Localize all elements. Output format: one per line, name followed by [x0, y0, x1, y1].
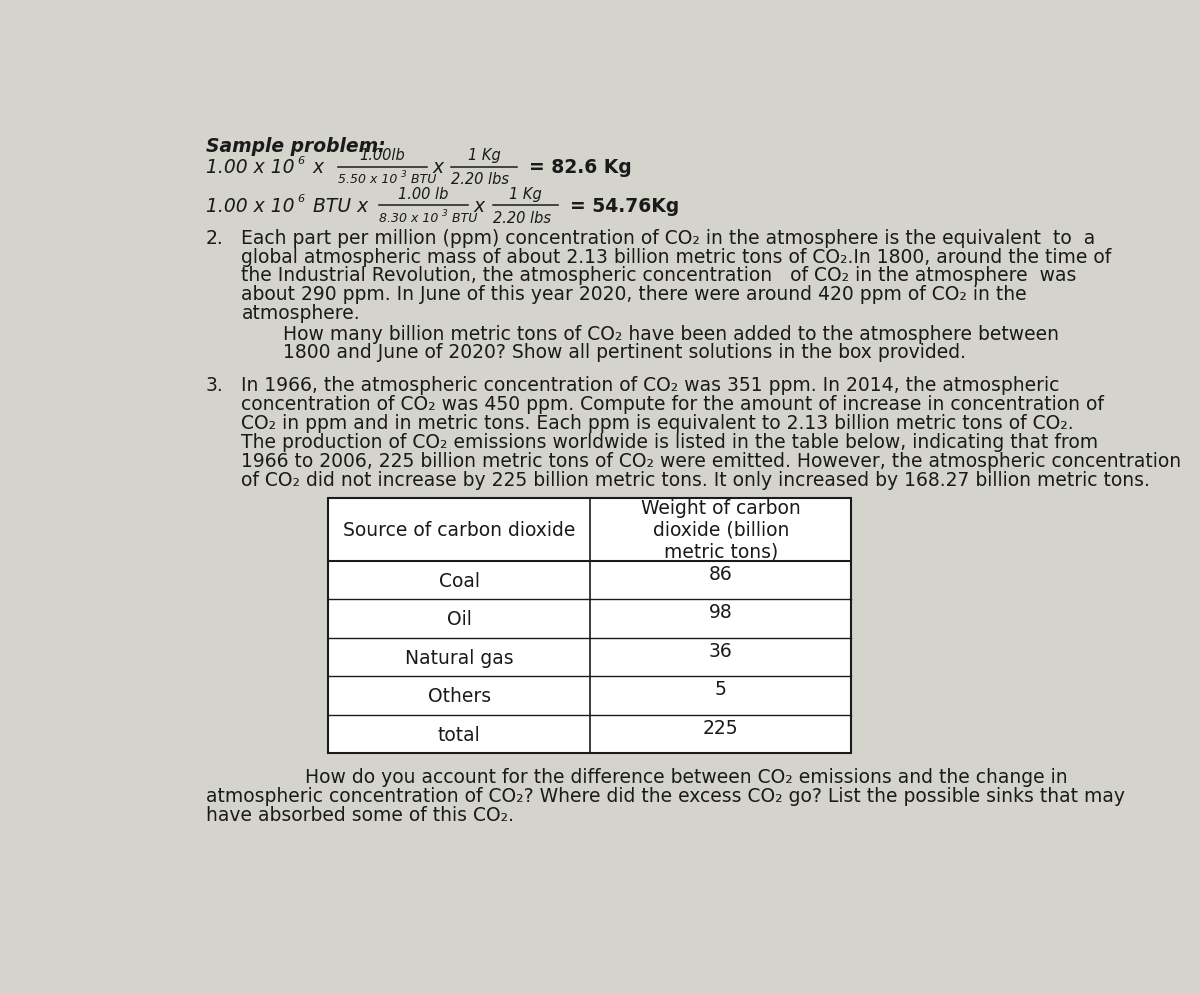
Text: Weight of carbon
dioxide (billion
metric tons): Weight of carbon dioxide (billion metric… — [641, 498, 800, 562]
Text: BTU x: BTU x — [306, 197, 368, 216]
Text: Each part per million (ppm) concentration of CO₂ in the atmosphere is the equiva: Each part per million (ppm) concentratio… — [241, 229, 1096, 248]
Text: 98: 98 — [709, 602, 733, 621]
Text: concentration of CO₂ was 450 ppm. Compute for the amount of increase in concentr: concentration of CO₂ was 450 ppm. Comput… — [241, 395, 1104, 414]
Text: 225: 225 — [703, 718, 739, 737]
Text: total: total — [438, 725, 480, 744]
Text: 86: 86 — [709, 564, 733, 583]
Text: Oil: Oil — [446, 609, 472, 628]
Text: global atmospheric mass of about 2.13 billion metric tons of CO₂.In 1800, around: global atmospheric mass of about 2.13 bi… — [241, 248, 1111, 266]
Text: BTU: BTU — [407, 173, 437, 186]
Text: BTU: BTU — [449, 212, 478, 225]
Text: x: x — [306, 158, 324, 177]
Text: 6: 6 — [296, 194, 304, 204]
Text: 1.00 x 10: 1.00 x 10 — [206, 197, 294, 216]
Text: Coal: Coal — [439, 571, 480, 589]
Text: Others: Others — [427, 686, 491, 706]
Text: 1800 and June of 2020? Show all pertinent solutions in the box provided.: 1800 and June of 2020? Show all pertinen… — [283, 343, 966, 362]
Text: = 54.76Kg: = 54.76Kg — [570, 197, 679, 216]
Bar — [329, 498, 851, 753]
Text: atmosphere.: atmosphere. — [241, 304, 360, 323]
Text: 1.00 x 10: 1.00 x 10 — [206, 158, 294, 177]
Text: about 290 ppm. In June of this year 2020, there were around 420 ppm of CO₂ in th: about 290 ppm. In June of this year 2020… — [241, 285, 1027, 304]
Text: 3.: 3. — [206, 376, 223, 395]
Text: 6: 6 — [296, 155, 304, 165]
Text: 1 Kg: 1 Kg — [509, 187, 542, 202]
Text: Source of carbon dioxide: Source of carbon dioxide — [343, 520, 576, 539]
Text: 8.30 x 10: 8.30 x 10 — [379, 212, 438, 225]
Text: 36: 36 — [709, 641, 733, 660]
Text: 3: 3 — [442, 209, 448, 218]
Text: 1.00 lb: 1.00 lb — [398, 187, 449, 202]
Text: 2.: 2. — [206, 229, 223, 248]
Text: 5: 5 — [715, 680, 727, 699]
Text: In 1966, the atmospheric concentration of CO₂ was 351 ppm. In 2014, the atmosphe: In 1966, the atmospheric concentration o… — [241, 376, 1060, 395]
Text: 2.20 lbs: 2.20 lbs — [451, 172, 510, 187]
Text: 1966 to 2006, 225 billion metric tons of CO₂ were emitted. However, the atmosphe: 1966 to 2006, 225 billion metric tons of… — [241, 451, 1182, 470]
Text: Sample problem:: Sample problem: — [206, 137, 385, 156]
Text: 2.20 lbs: 2.20 lbs — [492, 211, 551, 226]
Text: x: x — [433, 158, 444, 177]
Text: = 82.6 Kg: = 82.6 Kg — [529, 158, 631, 177]
Text: Natural gas: Natural gas — [404, 648, 514, 667]
Text: atmospheric concentration of CO₂? Where did the excess CO₂ go? List the possible: atmospheric concentration of CO₂? Where … — [206, 786, 1124, 805]
Text: 1 Kg: 1 Kg — [468, 148, 500, 163]
Text: How many billion metric tons of CO₂ have been added to the atmosphere between: How many billion metric tons of CO₂ have… — [283, 324, 1060, 343]
Text: the Industrial Revolution, the atmospheric concentration   of CO₂ in the atmosph: the Industrial Revolution, the atmospher… — [241, 266, 1076, 285]
Text: 5.50 x 10: 5.50 x 10 — [337, 173, 397, 186]
Text: 3: 3 — [401, 170, 407, 179]
Text: How do you account for the difference between CO₂ emissions and the change in: How do you account for the difference be… — [305, 767, 1068, 786]
Text: of CO₂ did not increase by 225 billion metric tons. It only increased by 168.27 : of CO₂ did not increase by 225 billion m… — [241, 470, 1151, 489]
Text: The production of CO₂ emissions worldwide is listed in the table below, indicati: The production of CO₂ emissions worldwid… — [241, 432, 1098, 451]
Text: CO₂ in ppm and in metric tons. Each ppm is equivalent to 2.13 billion metric ton: CO₂ in ppm and in metric tons. Each ppm … — [241, 414, 1074, 432]
Text: 1.00lb: 1.00lb — [359, 148, 404, 163]
Text: have absorbed some of this CO₂.: have absorbed some of this CO₂. — [206, 805, 514, 824]
Text: x: x — [474, 197, 485, 216]
